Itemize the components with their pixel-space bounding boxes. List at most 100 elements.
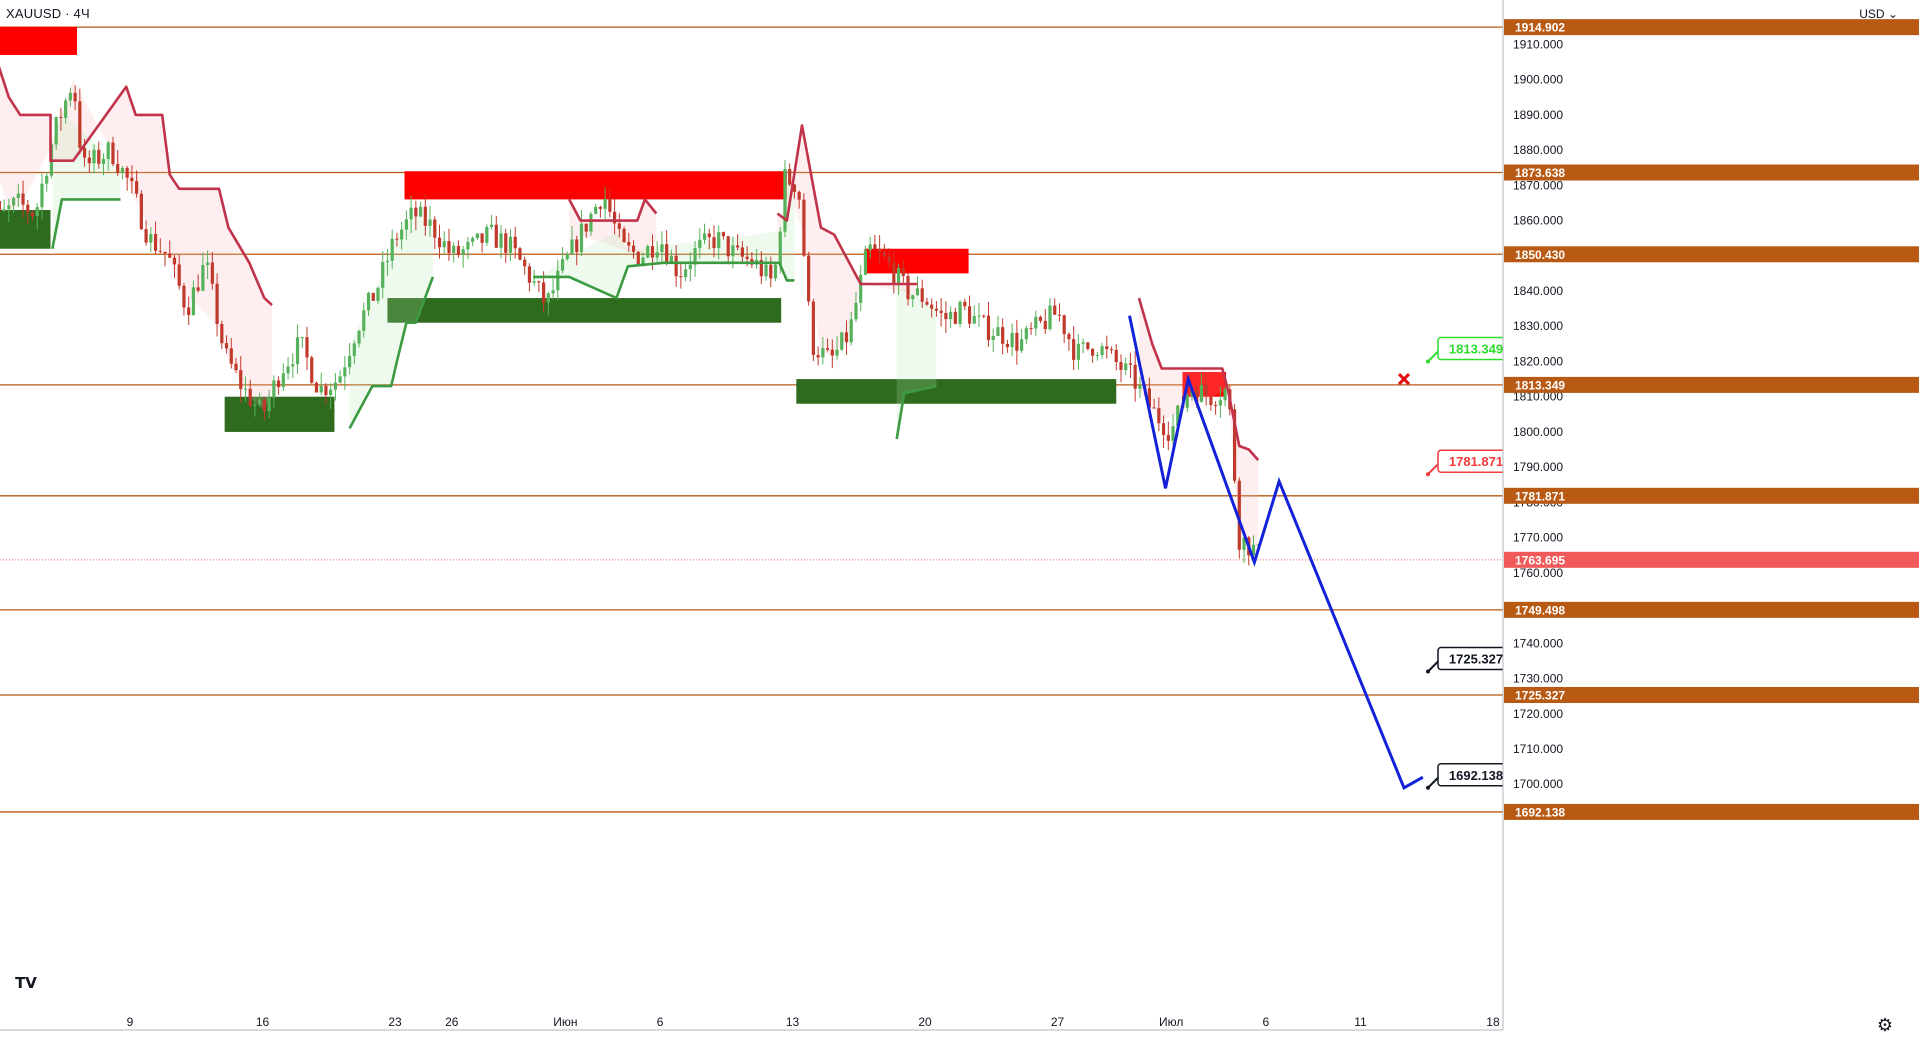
candle-body [726,236,730,257]
candle-body [816,354,820,358]
candle-body [958,301,962,324]
candle-body [707,233,711,238]
tv-logo-icon[interactable]: TV [9,972,43,994]
gear-icon[interactable]: ⚙ [1876,1015,1893,1035]
candle-body [844,332,849,343]
candle-body [542,282,546,303]
candle-body [1133,364,1137,389]
level-tag-label: 1850.430 [1515,248,1565,262]
x-tick-label: 16 [256,1015,270,1029]
candle-body [1171,426,1175,441]
y-tick-label: 1700.000 [1513,777,1563,791]
candle-body [475,233,479,239]
candle-body [859,274,863,303]
candle-body [92,149,96,164]
candle-body [68,92,72,101]
demand-zone [796,379,1117,404]
y-tick-label: 1830.000 [1513,319,1563,333]
level-tag [1504,19,1919,36]
currency-selector[interactable]: USD ⌄ [1859,7,1898,21]
candle-body [608,198,612,212]
candle-body [0,200,1,211]
x-tick-label: 20 [918,1015,932,1029]
candle-body [759,259,763,277]
candle-body [977,315,981,317]
trail-fill [349,214,433,429]
candle-body [1086,342,1090,349]
timeframe-label[interactable]: 4Ч [73,6,90,21]
supply-zone [404,171,787,200]
candle-body [1010,332,1014,348]
candle-body [906,275,910,300]
candle-body [740,247,744,257]
candle-body [2,209,6,211]
candle-body [1100,346,1104,355]
candle-body [329,389,333,395]
level-tag [1504,803,1919,820]
candle-body [1048,305,1052,330]
x-tick-label: 9 [127,1015,134,1029]
candle-body [849,319,853,343]
y-tick-label: 1760.000 [1513,566,1563,580]
candle-body [939,310,943,313]
candle-body [953,311,957,324]
candle-body [277,380,281,388]
candle-body [546,293,550,303]
forecast-layer [1128,315,1424,790]
candle-body [40,183,44,208]
candle-body [797,191,801,200]
candle-body [972,316,976,324]
candle-body [679,276,683,278]
callout-label: 1725.327 [1449,651,1503,666]
candle-body [59,117,63,119]
demand-zone [0,209,51,249]
x-tick-label: 11 [1354,1015,1367,1029]
trail-line [348,276,435,430]
candle-body [636,251,640,265]
candle-body [347,355,352,368]
x-tick-label: 27 [1051,1015,1065,1029]
candle-body [1218,400,1222,406]
y-tick-label: 1710.000 [1513,742,1563,756]
x-tick-label: 18 [1486,1015,1500,1029]
candle-body [769,264,773,279]
candle-body [1005,343,1010,348]
candle-body [1232,409,1237,481]
candle-body [627,241,631,246]
candle-body [1029,328,1033,330]
candle-body [551,290,555,294]
candle-body [116,164,120,173]
candle-body [1176,405,1180,427]
candle-body [101,158,106,164]
candle-body [821,348,825,358]
symbol-header[interactable]: XAUUSD · 4Ч [6,6,90,21]
candle-body [357,330,361,344]
candle-body [944,312,948,320]
candle-body [513,236,517,249]
y-tick-label: 1840.000 [1513,284,1563,298]
candle-body [1105,346,1109,350]
candle-body [717,232,721,249]
candle-body [362,310,366,331]
candle-body [466,241,470,250]
candle-body [901,267,905,276]
callout-label: 1692.138 [1449,768,1503,783]
candle-body [773,264,778,279]
candle-body [854,302,858,320]
candle-body [418,206,423,217]
candle-body [1020,339,1024,351]
x-tick-label: 26 [445,1015,459,1029]
y-tick-label: 1860.000 [1513,214,1563,228]
candle-body [16,193,20,198]
candle-body [371,292,375,301]
candle-body [613,211,617,224]
candle-body [1062,315,1066,335]
candle-body [442,241,446,248]
candle-body [788,169,792,185]
y-tick-label: 1810.000 [1513,390,1563,404]
candle-body [873,244,877,249]
candle-body [158,250,162,252]
candle-body [617,223,621,229]
candle-body [1067,334,1071,340]
